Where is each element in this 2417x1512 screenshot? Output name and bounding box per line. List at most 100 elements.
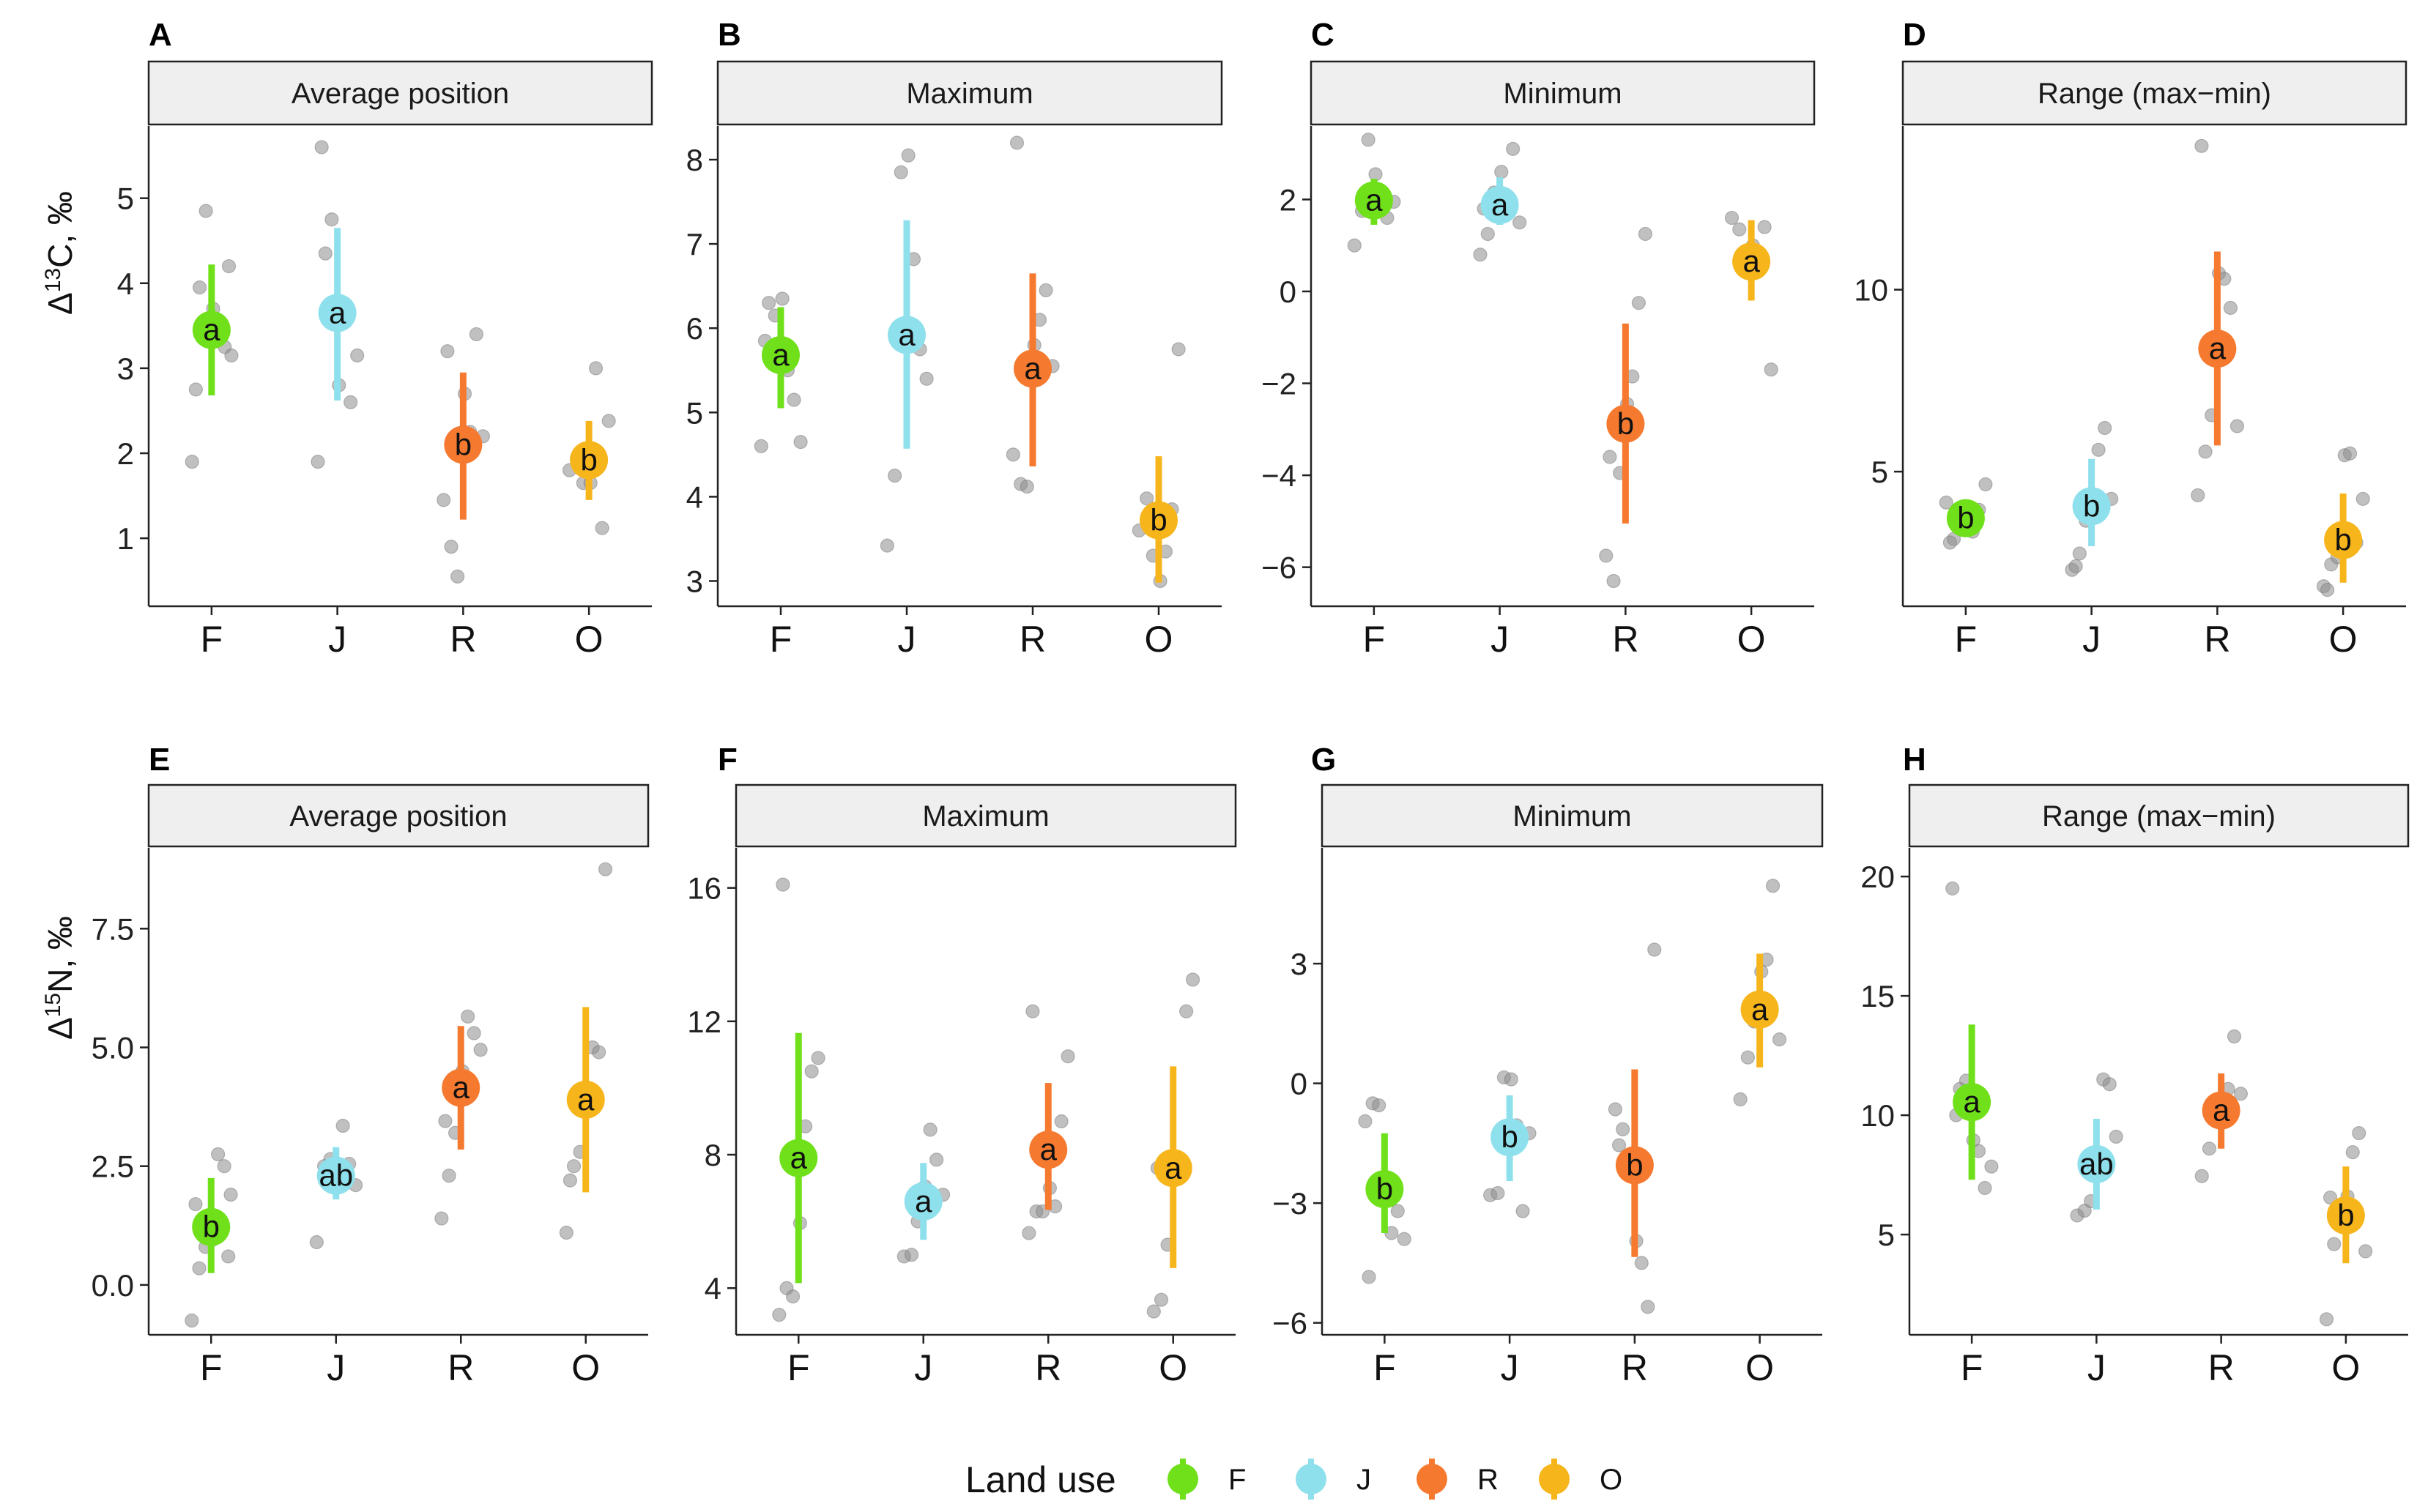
y-tick-label-d-1: 10	[1854, 273, 1888, 308]
raw-point-h-F-5	[1978, 1180, 1992, 1196]
group-letter-g-O: a	[1751, 992, 1769, 1027]
panel-title-h: Range (max−min)	[2042, 800, 2276, 833]
raw-point-h-R-5	[2227, 1029, 2242, 1044]
raw-point-b-J-2	[894, 165, 908, 179]
mean-point-c-J	[1480, 185, 1519, 224]
x-category-d-F: F	[1955, 619, 1978, 660]
raw-point-g-O-1	[1740, 1050, 1756, 1065]
x-category-a-R: R	[450, 619, 476, 660]
x-category-e-O: O	[571, 1347, 600, 1388]
y-tick-label-h-2: 15	[1860, 979, 1895, 1013]
group-letter-d-F: b	[1957, 501, 1974, 535]
panel-label-h: H	[1903, 742, 1926, 778]
raw-point-d-O-6	[2355, 491, 2370, 506]
y-axis-title-nitrogen: Δ15N, ‰	[41, 916, 80, 1040]
mean-point-g-F	[1365, 1170, 1404, 1209]
y-tick-label-e-2: 5.0	[92, 1030, 134, 1065]
raw-point-f-O-1	[1154, 1292, 1169, 1307]
legend-label-J: J	[1356, 1464, 1371, 1496]
raw-point-a-R-0	[437, 493, 451, 507]
legend-label-F: F	[1228, 1464, 1246, 1496]
panel-label-b: B	[718, 17, 741, 53]
raw-point-e-F-4	[211, 1147, 226, 1162]
raw-point-d-J-5	[2098, 420, 2112, 436]
raw-point-f-F-2	[785, 1289, 801, 1304]
x-category-h-F: F	[1961, 1347, 1983, 1388]
group-letter-b-O: b	[1150, 503, 1167, 537]
raw-point-h-J-5	[2102, 1077, 2117, 1092]
x-category-c-R: R	[1612, 619, 1638, 660]
y-tick-label-a-0: 1	[117, 521, 134, 556]
panel-title-g: Minimum	[1512, 800, 1631, 833]
y-tick-label-c-2: −2	[1261, 367, 1296, 401]
raw-point-e-J-0	[309, 1234, 324, 1250]
raw-point-a-O-4	[588, 361, 604, 376]
mean-point-e-R	[442, 1068, 480, 1107]
raw-point-e-F-7	[188, 1196, 203, 1212]
raw-point-d-J-7	[2068, 559, 2083, 573]
panel-title-d: Range (max−min)	[2038, 78, 2271, 110]
raw-point-h-R-6	[2233, 1087, 2249, 1101]
raw-point-b-R-5	[1039, 283, 1053, 298]
mean-point-a-R	[444, 425, 483, 464]
mean-point-b-O	[1140, 501, 1178, 540]
raw-point-d-R-5	[2223, 300, 2238, 316]
y-tick-label-c-3: 0	[1280, 275, 1296, 309]
x-category-b-O: O	[1145, 619, 1173, 660]
raw-point-g-F-7	[1362, 1270, 1376, 1284]
x-category-c-F: F	[1363, 619, 1386, 660]
group-letter-e-R: a	[453, 1070, 470, 1105]
raw-point-c-J-5	[1506, 141, 1521, 156]
panel-strip-b	[716, 60, 1223, 126]
raw-point-a-J-0	[311, 455, 325, 469]
raw-point-g-F-0	[1358, 1114, 1373, 1128]
x-category-a-J: J	[328, 619, 346, 660]
x-category-d-J: J	[2082, 619, 2101, 660]
raw-point-e-R-7	[438, 1114, 453, 1128]
panel-b: B Maximum 3 4 5 6 7 8 F J R Oa a a b	[686, 17, 1223, 660]
raw-point-f-O-5	[1179, 1004, 1194, 1018]
raw-point-h-O-5	[2352, 1125, 2366, 1141]
group-letter-h-O: b	[2337, 1198, 2354, 1232]
y-tick-label-b-5: 8	[686, 143, 703, 177]
panel-label-c: C	[1311, 17, 1334, 53]
raw-point-b-J-0	[880, 538, 894, 553]
x-category-f-J: J	[914, 1347, 932, 1388]
y-tick-label-a-3: 4	[117, 267, 134, 301]
raw-point-g-R-1	[1616, 1122, 1630, 1136]
mean-point-b-J	[888, 316, 926, 354]
y-tick-label-a-1: 2	[117, 436, 134, 471]
raw-point-h-O-4	[2345, 1145, 2360, 1160]
y-tick-label-h-1: 10	[1860, 1098, 1895, 1133]
raw-point-d-F-0	[1939, 495, 1953, 510]
y-tick-label-e-1: 2.5	[92, 1150, 134, 1184]
group-letter-e-J: ab	[319, 1158, 353, 1193]
raw-point-a-F-1	[192, 280, 207, 295]
panel-d: D Range (max−min) 5 10 F J R Ob b a b	[1854, 17, 2407, 660]
x-category-g-O: O	[1745, 1347, 1774, 1388]
group-letter-c-J: a	[1491, 187, 1509, 222]
raw-point-c-O-0	[1724, 210, 1740, 226]
y-tick-label-f-3: 16	[687, 871, 721, 906]
panel-e: E Average position 0.0 2.5 5.0 7.5 F J R Ob ab a a	[92, 742, 650, 1388]
group-letter-b-R: a	[1024, 351, 1042, 385]
panel-strip-d	[1901, 60, 2407, 126]
y-tick-label-g-1: −3	[1272, 1186, 1307, 1221]
x-category-c-O: O	[1737, 619, 1766, 660]
legend-key-O	[1539, 1464, 1570, 1494]
x-category-h-O: O	[2331, 1347, 2360, 1388]
panel-title-e: Average position	[289, 800, 507, 833]
raw-point-e-O-6	[598, 862, 613, 876]
raw-point-h-O-7	[2323, 1190, 2338, 1205]
x-category-b-J: J	[898, 619, 916, 660]
raw-point-c-O-1	[1732, 222, 1747, 237]
y-axis-title-nitrogen-sup: 15	[41, 993, 65, 1017]
x-category-b-F: F	[770, 619, 792, 660]
panel-label-d: D	[1903, 17, 1926, 53]
raw-point-b-O-1	[1140, 491, 1154, 506]
raw-point-f-J-4	[923, 1122, 938, 1137]
raw-point-a-J-2	[324, 212, 339, 227]
x-category-a-F: F	[201, 619, 223, 660]
